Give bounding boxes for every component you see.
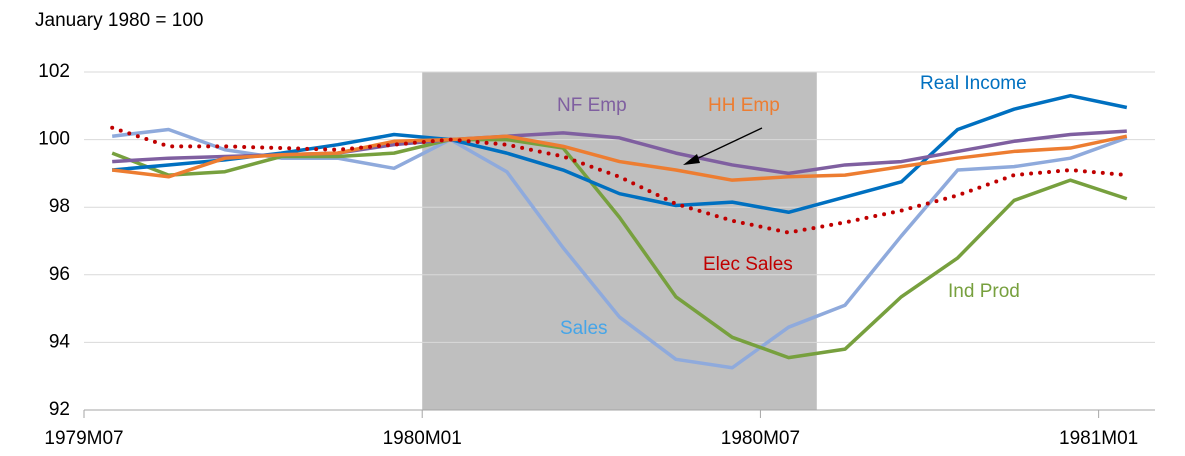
y-tick-label: 92 xyxy=(49,399,70,420)
x-tick-label: 1980M07 xyxy=(721,428,800,449)
series-label: Real Income xyxy=(920,73,1027,94)
series-label: NF Emp xyxy=(557,95,627,116)
series-label: Sales xyxy=(560,318,608,339)
recession-shade xyxy=(422,72,817,410)
chart-subtitle: January 1980 = 100 xyxy=(35,10,204,31)
y-tick-label: 102 xyxy=(38,61,70,82)
x-tick-label: 1979M07 xyxy=(44,428,123,449)
series-line xyxy=(111,134,1128,182)
annotation-arrow xyxy=(689,127,763,163)
series-line xyxy=(110,125,1129,235)
series-label: Elec Sales xyxy=(703,254,793,275)
x-tick-label: 1980M01 xyxy=(383,428,462,449)
series-label: Ind Prod xyxy=(948,281,1020,302)
series-label: HH Emp xyxy=(708,95,780,116)
y-tick-label: 98 xyxy=(49,196,70,217)
plot-area: 92 94 96 98 100 102 1979M07 1980M01 1980M07 1981M… xyxy=(38,61,1155,449)
arrow-head xyxy=(683,154,700,165)
y-tick-label: 100 xyxy=(38,129,70,150)
y-tick-label: 94 xyxy=(49,331,71,352)
y-tick-label: 96 xyxy=(49,264,70,285)
x-tick-label: 1981M01 xyxy=(1059,428,1138,449)
